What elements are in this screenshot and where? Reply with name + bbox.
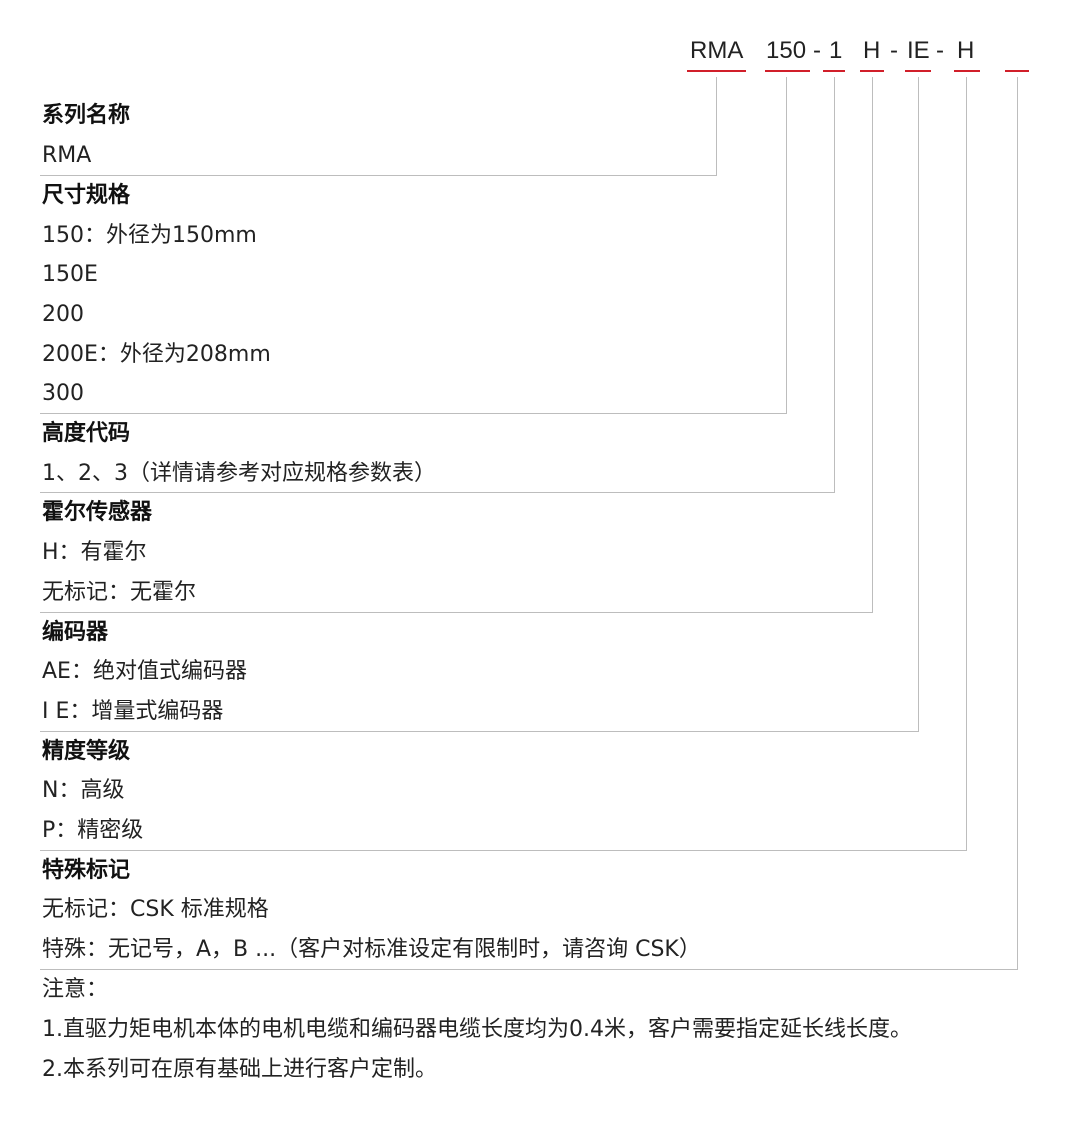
code-precision: H bbox=[957, 37, 975, 64]
code-underline bbox=[860, 70, 884, 72]
guide-line bbox=[1017, 77, 1018, 969]
section-title: 高度代码 bbox=[42, 421, 131, 446]
section-title: 编码器 bbox=[42, 620, 109, 645]
code-hall: H bbox=[863, 37, 881, 64]
guide-line bbox=[966, 77, 967, 850]
section-title: 特殊标记 bbox=[42, 858, 131, 883]
code-size: 150 bbox=[766, 37, 807, 64]
section-title: 精度等级 bbox=[42, 739, 131, 764]
code-series: RMA bbox=[690, 37, 744, 64]
code-dash: - bbox=[936, 37, 944, 64]
section-line: 150：外径为150mm bbox=[42, 223, 257, 248]
section-line: 200E：外径为208mm bbox=[42, 342, 271, 367]
guide-line bbox=[40, 175, 717, 176]
section-title: 霍尔传感器 bbox=[42, 500, 153, 525]
section-line: N：高级 bbox=[42, 778, 125, 803]
guide-line bbox=[786, 77, 787, 413]
code-underline bbox=[905, 70, 931, 72]
code-dash: - bbox=[813, 37, 821, 64]
code-encoder: IE bbox=[907, 37, 930, 64]
guide-line bbox=[716, 77, 717, 175]
guide-line bbox=[834, 77, 835, 492]
code-underline bbox=[765, 70, 810, 72]
section-title: 系列名称 bbox=[42, 103, 131, 128]
section-line: RMA bbox=[42, 143, 92, 168]
code-underline bbox=[1005, 70, 1029, 72]
guide-line bbox=[918, 77, 919, 731]
guide-line bbox=[872, 77, 873, 612]
note-item: 2.本系列可在原有基础上进行客户定制。 bbox=[42, 1057, 437, 1082]
section-line: I E：增量式编码器 bbox=[42, 699, 224, 724]
section-line: 200 bbox=[42, 302, 84, 327]
note-item: 1.直驱力矩电机本体的电机电缆和编码器电缆长度均为0.4米，客户需要指定延长线长… bbox=[42, 1017, 912, 1042]
guide-line bbox=[40, 492, 835, 493]
guide-line bbox=[40, 850, 967, 851]
section-line: 1、2、3（详情请参考对应规格参数表） bbox=[42, 461, 436, 486]
code-height: 1 bbox=[829, 37, 843, 64]
section-line: H：有霍尔 bbox=[42, 540, 147, 565]
guide-line bbox=[40, 969, 1018, 970]
section-line: 特殊：无记号，A，B ...（客户对标准设定有限制时，请咨询 CSK） bbox=[42, 937, 701, 962]
guide-line bbox=[40, 612, 873, 613]
section-line: P：精密级 bbox=[42, 818, 144, 843]
notes-title: 注意： bbox=[42, 977, 109, 1002]
section-line: 150E bbox=[42, 262, 98, 287]
section-line: 无标记：CSK 标准规格 bbox=[42, 897, 269, 922]
section-title: 尺寸规格 bbox=[42, 183, 131, 208]
section-line: 300 bbox=[42, 381, 84, 406]
code-underline bbox=[954, 70, 980, 72]
section-line: AE：绝对值式编码器 bbox=[42, 659, 247, 684]
guide-line bbox=[40, 413, 787, 414]
code-underline bbox=[687, 70, 746, 72]
section-line: 无标记：无霍尔 bbox=[42, 580, 197, 605]
code-dash: - bbox=[890, 37, 898, 64]
guide-line bbox=[40, 731, 919, 732]
code-underline bbox=[823, 70, 845, 72]
